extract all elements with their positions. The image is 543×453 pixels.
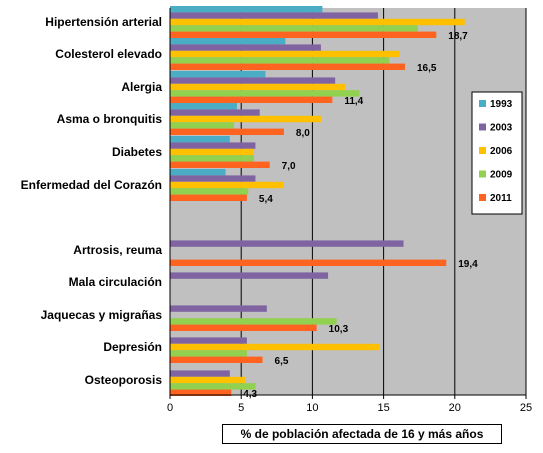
bar (170, 188, 249, 195)
bar (170, 6, 323, 13)
category-label: Jaquecas y migrañas (41, 308, 163, 322)
bar (170, 343, 380, 351)
x-tick-labels: 0 5 10 15 20 25 (167, 395, 532, 414)
data-label: 19,4 (458, 259, 478, 270)
bar (170, 50, 400, 58)
bar (170, 128, 284, 135)
bar (170, 44, 321, 51)
bar (170, 63, 405, 70)
data-label: 5,4 (259, 194, 273, 205)
legend-label: 1993 (490, 99, 513, 110)
data-labels: 18,7 16,5 11,4 8,0 7,0 5,4 19,4 10,3 6,5 4,3 (243, 31, 478, 400)
bar (170, 38, 286, 45)
x-tick-label: 20 (449, 402, 461, 414)
x-tick-label: 15 (377, 402, 389, 414)
data-label: 16,5 (417, 63, 437, 74)
bar (170, 57, 390, 64)
bar (170, 181, 284, 189)
bar (170, 31, 437, 38)
category-label: Osteoporosis (85, 373, 163, 387)
bar (170, 305, 267, 312)
legend-label: 2009 (490, 170, 513, 181)
x-axis-title: % de población afectada de 16 y más años (222, 424, 502, 444)
data-label: 6,5 (275, 356, 289, 367)
bar (170, 259, 447, 266)
category-label: Diabetes (112, 145, 162, 159)
bar (170, 175, 256, 182)
legend-swatch (479, 194, 486, 201)
bar (170, 383, 256, 390)
bar (170, 115, 321, 123)
bar (170, 324, 317, 331)
bar (170, 318, 337, 325)
bar (170, 77, 336, 84)
bar (170, 18, 465, 26)
category-label: Colesterol elevado (55, 47, 162, 61)
bar (170, 350, 247, 357)
category-label: Mala circulación (69, 275, 162, 289)
category-label: Hipertensión arterial (45, 15, 162, 29)
x-tick-label: 10 (306, 402, 318, 414)
data-label: 18,7 (448, 31, 468, 42)
legend: 1993 2003 2006 2009 2011 (471, 91, 523, 215)
bar (170, 148, 255, 156)
bar (170, 155, 255, 162)
bar (170, 356, 263, 363)
bar (170, 376, 246, 384)
legend-label: 2006 (490, 146, 513, 157)
legend-swatch (479, 170, 486, 178)
bar (170, 109, 260, 116)
bar (170, 96, 333, 103)
bar (170, 12, 378, 19)
x-tick-label: 0 (167, 402, 173, 414)
legend-label: 2011 (490, 193, 512, 204)
bar (170, 272, 329, 279)
bar (170, 161, 270, 168)
bar (170, 169, 226, 176)
bar (170, 90, 360, 97)
bar (170, 103, 237, 110)
bar (170, 194, 247, 201)
legend-swatch (479, 100, 486, 107)
legend-swatch (479, 123, 486, 131)
data-label: 8,0 (296, 128, 310, 139)
bar (170, 25, 418, 32)
category-labels: Hipertensión arterial Colesterol elevado A… (21, 15, 163, 387)
category-label: Enfermedad del Corazón (21, 178, 162, 192)
bar (170, 83, 346, 91)
legend-label: 2003 (490, 123, 513, 134)
data-label: 11,4 (344, 96, 363, 107)
data-label: 4,3 (243, 389, 257, 400)
bar (170, 370, 230, 377)
bars (170, 6, 465, 396)
x-tick-label: 25 (520, 402, 532, 414)
bar (170, 136, 230, 143)
x-tick-label: 5 (238, 402, 244, 414)
legend-swatch (479, 147, 486, 154)
bar (170, 240, 404, 247)
bar (170, 337, 247, 344)
bar (170, 71, 266, 78)
bar (170, 142, 256, 149)
category-label: Depresión (103, 340, 162, 354)
category-label: Asma o bronquitis (57, 112, 163, 126)
category-label: Alergia (121, 80, 162, 94)
data-label: 7,0 (282, 161, 296, 172)
category-label: Artrosis, reuma (73, 243, 162, 257)
bar (170, 122, 235, 129)
data-label: 10,3 (329, 324, 349, 335)
bar (170, 389, 232, 396)
